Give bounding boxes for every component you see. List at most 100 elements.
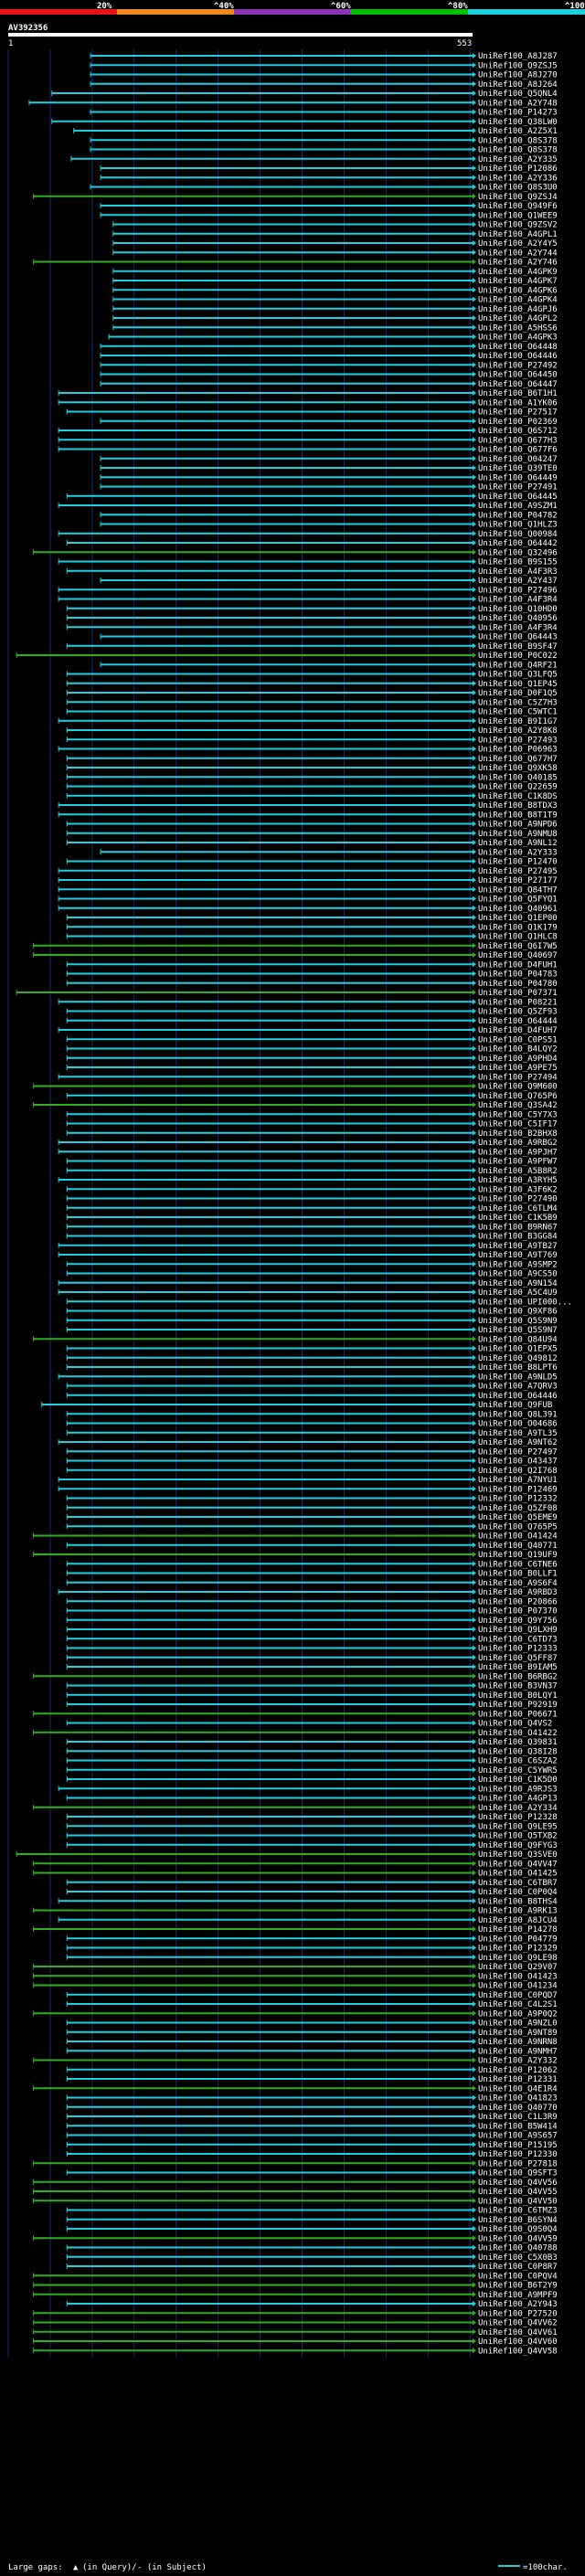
hit-label[interactable]: UniRef100_Q9LE98: [478, 1954, 558, 1963]
hit-label[interactable]: UniRef100_A2Y8K8: [478, 726, 558, 736]
hit-label[interactable]: UniRef100_Q39TE0: [478, 464, 558, 473]
hit-label[interactable]: UniRef100_A4F3R4: [478, 596, 558, 605]
hit-label[interactable]: UniRef100_C6SZA2: [478, 1757, 558, 1766]
hit-label[interactable]: UniRef100_Q5ZF08: [478, 1504, 558, 1513]
hit-label[interactable]: UniRef100_Q9FUB: [478, 1401, 552, 1410]
hit-label[interactable]: UniRef100_B8THS4: [478, 1897, 558, 1906]
hit-label[interactable]: UniRef100_Q5FF87: [478, 1654, 558, 1663]
hit-label[interactable]: UniRef100_P14278: [478, 1925, 558, 1935]
hit-label[interactable]: UniRef100_Q00984: [478, 530, 558, 539]
hit-label[interactable]: UniRef100_P04782: [478, 511, 558, 520]
hit-label[interactable]: UniRef100_Q5S9N9: [478, 1317, 558, 1326]
hit-label[interactable]: UniRef100_Q4VV55: [478, 2188, 558, 2197]
hit-label[interactable]: UniRef100_Q38LW0: [478, 118, 558, 127]
hit-label[interactable]: UniRef100_A9RK13: [478, 1907, 558, 1916]
hit-label[interactable]: UniRef100_A9TL35: [478, 1429, 558, 1438]
hit-label[interactable]: UniRef100_A8J287: [478, 52, 558, 61]
hit-label[interactable]: UniRef100_C1K5B9: [478, 1214, 558, 1223]
hit-label[interactable]: UniRef100_P27517: [478, 408, 558, 418]
hit-label[interactable]: UniRef100_A4GPK9: [478, 268, 558, 277]
hit-label[interactable]: UniRef100_Q1HLZ3: [478, 521, 558, 530]
hit-label[interactable]: UniRef100_A8JCU4: [478, 1916, 558, 1925]
hit-label[interactable]: UniRef100_C0P0Q4: [478, 1888, 558, 1897]
hit-label[interactable]: UniRef100_Q677F6: [478, 446, 558, 455]
hit-label[interactable]: UniRef100_P08221: [478, 998, 558, 1007]
hit-label[interactable]: UniRef100_O41423: [478, 1972, 558, 1981]
hit-label[interactable]: UniRef100_O43437: [478, 1458, 558, 1467]
hit-label[interactable]: UniRef100_C5Y7X3: [478, 1110, 558, 1119]
hit-label[interactable]: UniRef100_A9SZM1: [478, 502, 558, 511]
hit-label[interactable]: UniRef100_Q40788: [478, 2244, 558, 2253]
hit-label[interactable]: UniRef100_Q5S9N7: [478, 1326, 558, 1335]
hit-label[interactable]: UniRef100_O04686: [478, 1420, 558, 1429]
hit-label[interactable]: UniRef100_A9SMP2: [478, 1260, 558, 1269]
hit-label[interactable]: UniRef100_P14273: [478, 109, 558, 118]
hit-label[interactable]: UniRef100_A9NRN8: [478, 2038, 558, 2047]
hit-label[interactable]: UniRef100_A2Y333: [478, 848, 558, 857]
hit-label[interactable]: UniRef100_P04783: [478, 970, 558, 980]
hit-label[interactable]: UniRef100_Q9M600: [478, 1083, 558, 1092]
hit-label[interactable]: UniRef100_A9PHD4: [478, 1055, 558, 1064]
hit-label[interactable]: UniRef100_C5Z7H3: [478, 698, 558, 707]
hit-label[interactable]: UniRef100_P12086: [478, 164, 558, 174]
hit-label[interactable]: UniRef100_P12330: [478, 2150, 558, 2159]
hit-label[interactable]: UniRef100_P20866: [478, 1597, 558, 1606]
hit-label[interactable]: UniRef100_O64445: [478, 493, 558, 502]
hit-label[interactable]: UniRef100_P12331: [478, 2075, 558, 2084]
hit-label[interactable]: UniRef100_B4LQY2: [478, 1045, 558, 1055]
hit-label[interactable]: UniRef100_Q765P6: [478, 1092, 558, 1101]
hit-label[interactable]: UniRef100_Q2I768: [478, 1467, 558, 1476]
hit-label[interactable]: UniRef100_P04779: [478, 1935, 558, 1944]
hit-label[interactable]: UniRef100_Q6S712: [478, 427, 558, 436]
hit-label[interactable]: UniRef100_Q9LE95: [478, 1822, 558, 1831]
hit-label[interactable]: UniRef100_Q5FYQ1: [478, 896, 558, 905]
hit-label[interactable]: UniRef100_C5WTC1: [478, 708, 558, 717]
hit-label[interactable]: UniRef100_Q677H7: [478, 755, 558, 764]
hit-label[interactable]: UniRef100_Q40956: [478, 614, 558, 623]
hit-label[interactable]: UniRef100_P02369: [478, 418, 558, 427]
hit-label[interactable]: UniRef100_A2Y332: [478, 2057, 558, 2066]
hit-label[interactable]: UniRef100_Q40185: [478, 773, 558, 782]
hit-label[interactable]: UniRef100_O64446: [478, 352, 558, 361]
hit-label[interactable]: UniRef100_B5W414: [478, 2122, 558, 2131]
hit-label[interactable]: UniRef100_C6TD73: [478, 1635, 558, 1644]
hit-label[interactable]: UniRef100_A3RYH5: [478, 1176, 558, 1185]
hit-label[interactable]: UniRef100_P27497: [478, 1447, 558, 1457]
hit-label[interactable]: UniRef100_B2BHX8: [478, 1129, 558, 1139]
hit-label[interactable]: UniRef100_Q9FYG3: [478, 1841, 558, 1850]
hit-label[interactable]: UniRef100_Q1EPX5: [478, 1345, 558, 1354]
hit-label[interactable]: UniRef100_B9S155: [478, 558, 558, 567]
hit-label[interactable]: UniRef100_P27520: [478, 2309, 558, 2318]
hit-label[interactable]: UniRef100_A9RJS3: [478, 1785, 558, 1794]
hit-label[interactable]: UniRef100_Q8S378: [478, 136, 558, 145]
hit-label[interactable]: UniRef100_Q9Y756: [478, 1617, 558, 1626]
hit-label[interactable]: UniRef100_Q40770: [478, 2104, 558, 2113]
hit-label[interactable]: UniRef100_Q3SVE0: [478, 1850, 558, 1860]
hit-label[interactable]: UniRef100_O64446: [478, 1392, 558, 1401]
hit-label[interactable]: UniRef100_O41425: [478, 1870, 558, 1879]
hit-label[interactable]: UniRef100_A4GPK3: [478, 334, 558, 343]
hit-label[interactable]: UniRef100_Q39831: [478, 1738, 558, 1747]
hit-label[interactable]: UniRef100_Q9XK58: [478, 764, 558, 773]
hit-label[interactable]: UniRef100_Q4VS2: [478, 1720, 552, 1729]
hit-label[interactable]: UniRef100_O64444: [478, 1017, 558, 1026]
hit-label[interactable]: UniRef100_C6TMZ3: [478, 2207, 558, 2216]
hit-label[interactable]: UniRef100_C6TLM4: [478, 1204, 558, 1214]
hit-label[interactable]: UniRef100_Q9S0Q4: [478, 2225, 558, 2234]
hit-label[interactable]: UniRef100_A9NLD5: [478, 1373, 558, 1382]
hit-label[interactable]: UniRef100_A9PJH7: [478, 1148, 558, 1157]
hit-label[interactable]: UniRef100_C1L3R9: [478, 2113, 558, 2122]
hit-label[interactable]: UniRef100_A9RBG2: [478, 1139, 558, 1148]
hit-label[interactable]: UniRef100_Q1EP00: [478, 914, 558, 923]
hit-label[interactable]: UniRef100_P27818: [478, 2159, 558, 2168]
hit-label[interactable]: UniRef100_A9MPF9: [478, 2291, 558, 2300]
hit-label[interactable]: UniRef100_C0P8R7: [478, 2263, 558, 2272]
hit-label[interactable]: UniRef100_Q4VV50: [478, 2197, 558, 2206]
hit-label[interactable]: UniRef100_P27496: [478, 586, 558, 595]
hit-label[interactable]: UniRef100_A2Y748: [478, 99, 558, 108]
hit-label[interactable]: UniRef100_D0F1Q5: [478, 689, 558, 698]
hit-label[interactable]: UniRef100_Q4E1R4: [478, 2084, 558, 2094]
hit-label[interactable]: UniRef100_A8J264: [478, 80, 558, 90]
hit-label[interactable]: UniRef100_Q5EME9: [478, 1513, 558, 1522]
hit-label[interactable]: UniRef100_B6RBG2: [478, 1672, 558, 1681]
